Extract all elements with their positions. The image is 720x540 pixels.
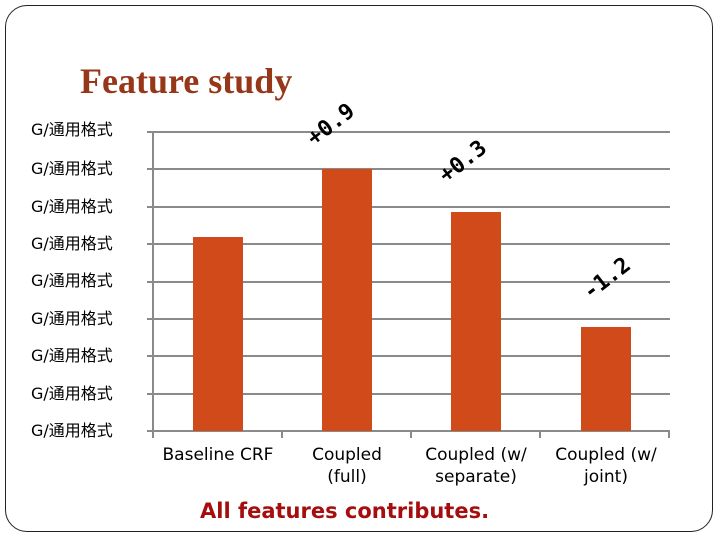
bar-coupled-joint xyxy=(581,327,631,431)
x-label-line: Coupled (w/ xyxy=(555,445,657,465)
y-tick-label: G/通用格式 xyxy=(31,271,113,290)
x-label: Baseline CRF xyxy=(153,444,283,466)
gridline xyxy=(147,206,670,208)
y-tick-label: G/通用格式 xyxy=(31,159,113,178)
bar-coupled-full xyxy=(322,169,372,431)
y-tick-label: G/通用格式 xyxy=(31,309,113,328)
x-label-line: Baseline CRF xyxy=(162,445,274,465)
x-label: Coupled (w/ separate) xyxy=(411,444,541,488)
x-label: Coupled (w/ joint) xyxy=(541,444,671,488)
x-tick xyxy=(668,431,670,438)
bar-coupled-separate xyxy=(451,212,501,431)
x-tick xyxy=(152,431,154,438)
bar-baseline-crf xyxy=(193,237,243,431)
x-tick xyxy=(281,431,283,438)
y-tick-label: G/通用格式 xyxy=(31,120,113,139)
y-tick-label: G/通用格式 xyxy=(31,384,113,403)
x-label-line: separate) xyxy=(435,467,517,487)
gridline xyxy=(147,318,670,320)
x-label-line: Coupled xyxy=(312,445,382,465)
y-tick-label: G/通用格式 xyxy=(31,346,113,365)
gridline xyxy=(147,355,670,357)
y-tick-label: G/通用格式 xyxy=(31,234,113,253)
gridline xyxy=(147,281,670,283)
footer-note: All features contributes. xyxy=(200,499,490,523)
x-label: Coupled (full) xyxy=(282,444,412,488)
x-label-line: Coupled (w/ xyxy=(425,445,527,465)
x-label-line: joint) xyxy=(584,467,628,487)
gridline xyxy=(147,243,670,245)
gridline xyxy=(147,168,670,170)
x-tick xyxy=(410,431,412,438)
y-tick-label: G/通用格式 xyxy=(31,421,113,440)
x-label-line: (full) xyxy=(327,467,367,487)
x-tick xyxy=(539,431,541,438)
y-axis-line xyxy=(152,132,154,432)
y-tick-label: G/通用格式 xyxy=(31,197,113,216)
x-axis-line xyxy=(147,430,670,432)
gridline xyxy=(147,131,670,133)
slide-title: Feature study xyxy=(80,61,293,101)
slide-frame xyxy=(5,5,713,532)
gridline xyxy=(147,393,670,395)
